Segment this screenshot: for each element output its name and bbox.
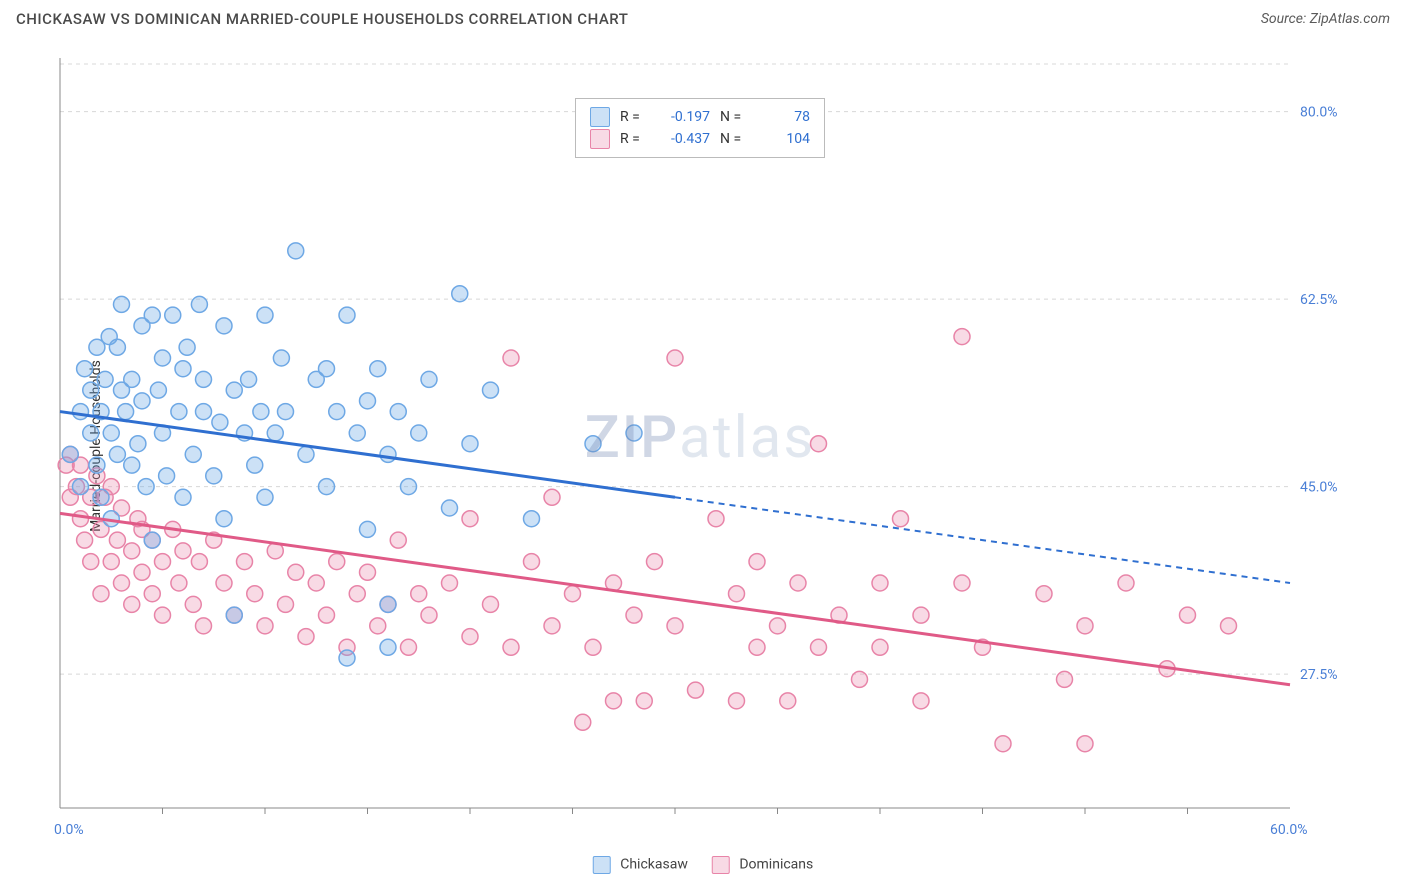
source-label: Source: ZipAtlas.com [1261, 11, 1390, 27]
legend-swatch-dominicans-icon [712, 856, 730, 874]
legend-label-chickasaw: Chickasaw [620, 857, 688, 873]
chart-title: CHICKASAW VS DOMINICAN MARRIED-COUPLE HO… [16, 10, 628, 28]
swatch-chickasaw-icon [590, 107, 610, 127]
swatch-dominicans-icon [590, 129, 610, 149]
n-value-b: 104 [758, 131, 810, 147]
chart-area: 27.5%45.0%62.5%80.0% ZIPatlas R = -0.197… [50, 48, 1350, 828]
legend-label-dominicans: Dominicans [739, 857, 813, 873]
x-axis-min-label: 0.0% [54, 822, 84, 838]
n-label: N = [720, 109, 748, 125]
scatter-chart-svg: 27.5% 45.0% 62.5% 80.0% [50, 48, 1350, 828]
svg-text:27.5%: 27.5% [1300, 667, 1338, 683]
svg-text:45.0%: 45.0% [1300, 480, 1338, 496]
legend-item-dominicans: Dominicans [712, 856, 813, 874]
correlation-stats-box: R = -0.197 N = 78 R = -0.437 N = 104 [575, 98, 825, 158]
bottom-legend: Chickasaw Dominicans [593, 856, 814, 874]
n-value-a: 78 [758, 109, 810, 125]
legend-item-chickasaw: Chickasaw [593, 856, 688, 874]
n-label: N = [720, 131, 748, 147]
svg-text:80.0%: 80.0% [1300, 105, 1338, 121]
legend-swatch-chickasaw-icon [593, 856, 611, 874]
r-value-b: -0.437 [658, 131, 710, 147]
r-value-a: -0.197 [658, 109, 710, 125]
svg-text:62.5%: 62.5% [1300, 292, 1338, 308]
stats-row-b: R = -0.437 N = 104 [590, 129, 810, 149]
r-label: R = [620, 109, 648, 125]
r-label: R = [620, 131, 648, 147]
x-axis-max-label: 60.0% [1270, 822, 1308, 838]
stats-row-a: R = -0.197 N = 78 [590, 107, 810, 127]
